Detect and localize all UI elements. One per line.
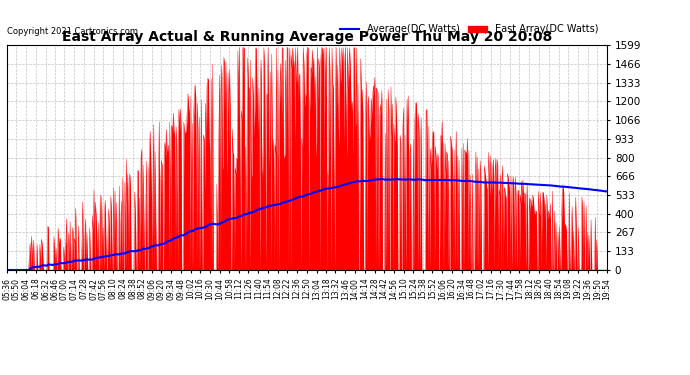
Text: Copyright 2021 Cartronics.com: Copyright 2021 Cartronics.com: [7, 27, 138, 36]
Legend: Average(DC Watts), East Array(DC Watts): Average(DC Watts), East Array(DC Watts): [336, 21, 602, 38]
Title: East Array Actual & Running Average Power Thu May 20 20:08: East Array Actual & Running Average Powe…: [62, 30, 552, 44]
